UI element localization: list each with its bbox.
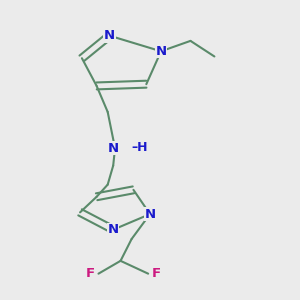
Text: N: N [108,142,119,155]
Text: N: N [104,29,115,42]
Text: –H: –H [132,141,148,154]
Text: F: F [86,267,95,280]
Text: N: N [108,223,119,236]
Text: F: F [152,267,161,280]
Text: N: N [155,45,167,58]
Text: N: N [144,208,156,220]
